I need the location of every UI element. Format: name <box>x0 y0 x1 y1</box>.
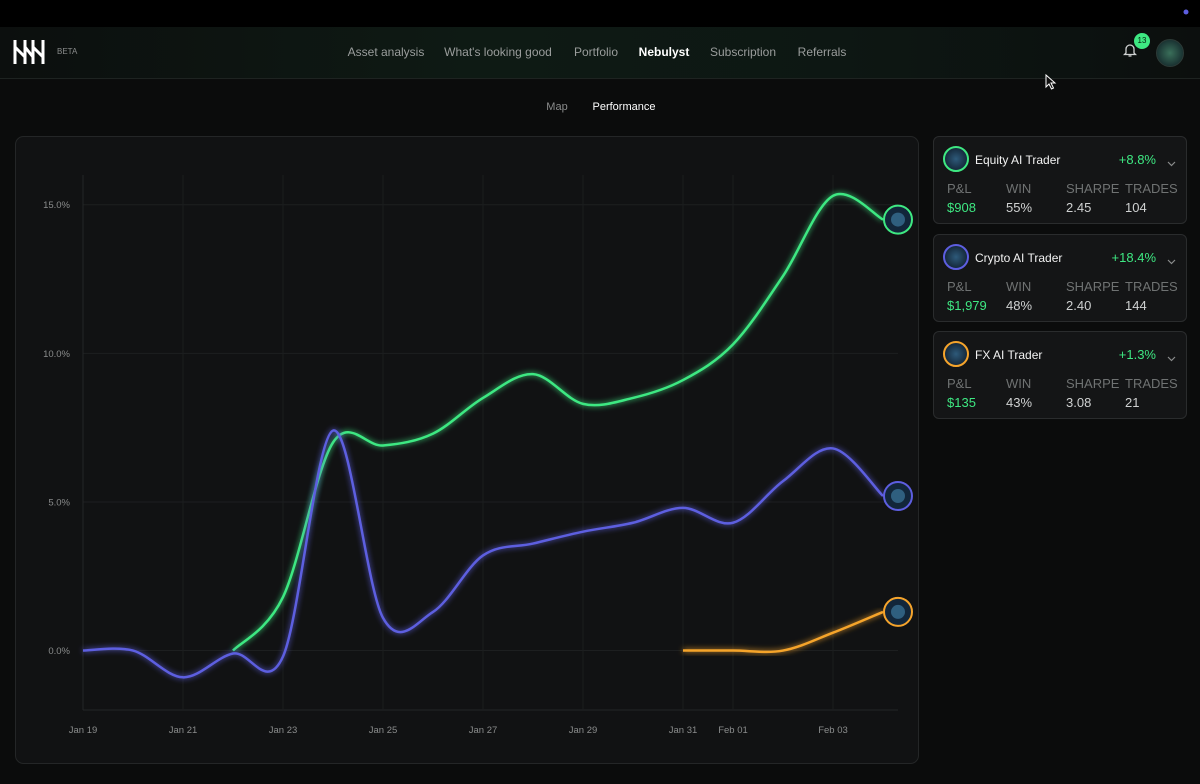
trader-change: +8.8% <box>1118 152 1156 167</box>
trader-name: Crypto AI Trader <box>975 251 1063 265</box>
trader-change: +1.3% <box>1118 347 1156 362</box>
trader-card[interactable]: Crypto AI Trader +18.4% P&L $1,979 WIN 48% SHA… <box>933 234 1187 322</box>
chevron <box>1167 154 1176 172</box>
stat-value: 2.45 <box>1066 200 1092 215</box>
nav-item[interactable]: Portfolio <box>573 45 619 59</box>
x-tick-label: Jan 29 <box>569 725 598 736</box>
chevron <box>1167 349 1176 367</box>
series-line <box>683 610 884 654</box>
nav-item[interactable]: Asset analysis <box>347 45 425 59</box>
trader-avatar <box>943 244 969 270</box>
stat-value: 43% <box>1006 395 1033 410</box>
beta-badge: BETA <box>57 47 78 56</box>
chevron <box>1167 252 1176 270</box>
status-dot <box>1183 9 1189 15</box>
chevron-icon <box>1167 161 1176 167</box>
trader-avatar <box>943 341 969 367</box>
chevron-icon <box>1167 356 1176 362</box>
trader-name: FX AI Trader <box>975 348 1043 362</box>
series-line <box>82 429 884 679</box>
trader-avatar <box>943 146 969 172</box>
stat-value: 21 <box>1125 395 1140 410</box>
tab[interactable]: Map <box>546 101 568 113</box>
stat-value: 55% <box>1006 200 1033 215</box>
trader-card[interactable]: Equity AI Trader +8.8% P&L $908 WIN 55% SHARPE… <box>933 136 1187 224</box>
x-tick-label: Jan 31 <box>669 725 698 736</box>
trader-name: Equity AI Trader <box>975 153 1061 167</box>
stat-label: TRADES <box>1125 376 1178 391</box>
tab[interactable]: Performance <box>592 101 656 113</box>
trader-change: +18.4% <box>1111 250 1156 265</box>
notifications[interactable]: 13 <box>1122 33 1150 63</box>
stat-label: SHARPE <box>1066 376 1120 391</box>
stat-label: WIN <box>1006 181 1032 196</box>
top-bar <box>0 0 1200 27</box>
header: BETA 13 <box>0 27 1200 79</box>
plot-area: 0.0% 5.0% 10.0% 15.0% Jan 19 Jan 21 Jan 23 Jan … <box>43 175 913 736</box>
stat-value: 2.40 <box>1066 298 1092 313</box>
stat-value: 104 <box>1125 200 1147 215</box>
stat-label: TRADES <box>1125 181 1178 196</box>
x-tick-label: Jan 25 <box>369 725 398 736</box>
x-tick-label: Jan 27 <box>469 725 498 736</box>
stat-label: WIN <box>1006 376 1032 391</box>
y-tick-label: 5.0% <box>48 497 70 508</box>
logo[interactable] <box>13 39 45 65</box>
stat-label: P&L <box>947 181 972 196</box>
stat-label: P&L <box>947 376 972 391</box>
chevron-icon <box>1167 259 1176 265</box>
series-avatar-inner <box>891 212 905 227</box>
x-tick-label: Jan 23 <box>269 725 298 736</box>
stat-value: 48% <box>1006 298 1033 313</box>
nav-item[interactable]: Subscription <box>709 45 777 59</box>
stat-label: SHARPE <box>1066 181 1120 196</box>
x-tick-label: Feb 03 <box>818 725 848 736</box>
nav-item[interactable]: Nebulyst <box>638 45 690 59</box>
stat-label: SHARPE <box>1066 279 1120 294</box>
nav-item[interactable]: What's looking good <box>444 45 552 59</box>
y-tick-label: 0.0% <box>48 646 70 657</box>
x-tick-label: Jan 19 <box>69 725 98 736</box>
notification-count: 13 <box>1134 33 1150 49</box>
series-avatar-inner <box>891 604 905 619</box>
stat-value: $135 <box>947 395 976 410</box>
y-tick-label: 15.0% <box>43 200 70 211</box>
stat-label: TRADES <box>1125 279 1178 294</box>
cursor <box>1045 73 1057 95</box>
stat-value: 3.08 <box>1066 395 1092 410</box>
bell-icon <box>1122 44 1138 57</box>
y-tick-label: 10.0% <box>43 349 70 360</box>
x-tick-label: Jan 21 <box>169 725 198 736</box>
series-avatar-inner <box>891 489 905 503</box>
trader-card[interactable]: FX AI Trader +1.3% P&L $135 WIN 43% SHARPE 3.08… <box>933 331 1187 419</box>
nav-item[interactable]: Referrals <box>797 45 847 59</box>
x-tick-label: Feb 01 <box>718 725 748 736</box>
stat-value: $1,979 <box>947 298 987 313</box>
stat-label: P&L <box>947 279 972 294</box>
stat-value: $908 <box>947 200 976 215</box>
chart-panel <box>15 136 919 764</box>
series-line <box>232 192 884 652</box>
user-avatar[interactable] <box>1156 39 1184 67</box>
stat-value: 144 <box>1125 298 1147 313</box>
stat-label: WIN <box>1006 279 1032 294</box>
